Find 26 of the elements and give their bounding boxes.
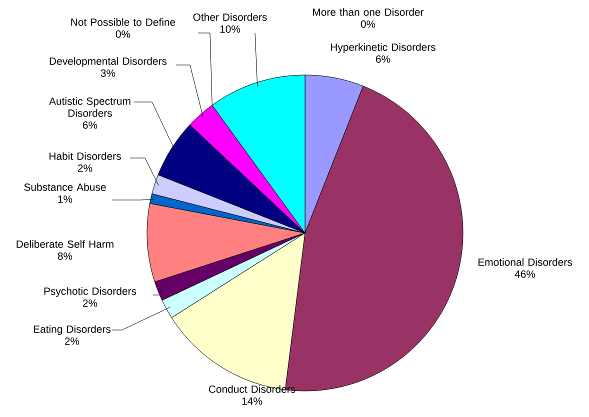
data-label: 2%	[78, 164, 92, 172]
slice-label: Autistic Spectrum Disorders	[49, 97, 130, 117]
data-label: 6%	[82, 121, 98, 129]
category-label: More than one Disorder	[313, 8, 424, 16]
slice-label: Substance Abuse	[24, 183, 106, 191]
text: 0%	[116, 30, 130, 38]
slice-label: Hyperkinetic Disorders	[330, 43, 436, 53]
slice-label: Conduct Disorders	[208, 385, 296, 393]
slice-label: Developmental Disorders	[50, 57, 167, 67]
data-label: 8%	[58, 252, 72, 260]
data-label: 1%	[58, 195, 72, 203]
slice-label: Deliberate Self Harm	[16, 240, 114, 248]
legend-label: Psychotic Disorders	[44, 287, 136, 297]
slice-label: Other Disorders	[193, 13, 267, 21]
slice-label: Eating Disorders	[34, 325, 111, 335]
slice-label: Emotional Disorders	[478, 258, 572, 266]
text: 0%	[360, 20, 376, 28]
data-label: 10%	[220, 25, 240, 33]
data-label: 2%	[82, 299, 98, 307]
data-label: 14%	[242, 397, 262, 405]
data-label: 6%	[376, 55, 390, 63]
slice-label: Habit Disorders	[50, 152, 121, 160]
data-label: 2%	[64, 337, 80, 345]
data-label: 46%	[514, 270, 536, 278]
category-label: Not Possible to Define	[71, 18, 176, 26]
data-label: 3%	[100, 69, 116, 77]
